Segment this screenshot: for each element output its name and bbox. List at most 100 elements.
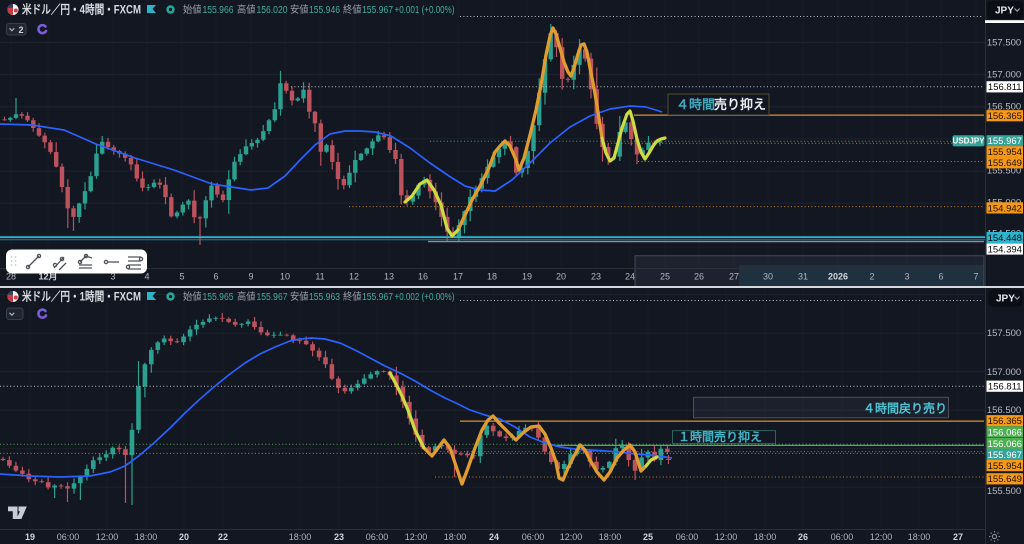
svg-text:155.954: 155.954 <box>988 461 1022 472</box>
svg-text:3: 3 <box>110 272 115 282</box>
svg-text:18:00: 18:00 <box>289 532 312 542</box>
svg-text:06:00: 06:00 <box>57 532 80 542</box>
svg-text:12:00: 12:00 <box>405 532 428 542</box>
svg-text:11: 11 <box>315 272 324 282</box>
svg-text:終値: 終値 <box>343 290 362 303</box>
svg-text:24: 24 <box>625 272 635 282</box>
svg-text:155.649: 155.649 <box>988 158 1022 169</box>
svg-text:23: 23 <box>591 272 601 282</box>
svg-text:155.967: 155.967 <box>362 292 393 303</box>
svg-text:10: 10 <box>280 272 290 282</box>
svg-text:25: 25 <box>660 272 670 282</box>
svg-text:155.946: 155.946 <box>309 5 340 16</box>
svg-text:18:00: 18:00 <box>754 532 777 542</box>
svg-text:3: 3 <box>904 272 909 282</box>
svg-text:19: 19 <box>522 272 532 282</box>
svg-text:22: 22 <box>218 532 228 542</box>
svg-text:売り抑え: 売り抑え <box>714 97 766 112</box>
svg-text:156.020: 156.020 <box>257 5 288 16</box>
svg-text:6: 6 <box>938 272 943 282</box>
svg-text:155.967: 155.967 <box>362 5 393 16</box>
svg-text:24: 24 <box>489 532 499 542</box>
svg-text:19: 19 <box>25 532 35 542</box>
svg-text:2: 2 <box>19 25 24 35</box>
svg-text:13: 13 <box>384 272 394 282</box>
svg-text:155.965: 155.965 <box>203 292 234 303</box>
svg-text:４時間: ４時間 <box>676 97 715 112</box>
svg-text:JPY: JPY <box>996 294 1015 305</box>
svg-text:156.365: 156.365 <box>988 416 1022 427</box>
svg-text:155.500: 155.500 <box>987 166 1021 177</box>
svg-text:18:00: 18:00 <box>908 532 931 542</box>
svg-text:30: 30 <box>763 272 773 282</box>
svg-text:17: 17 <box>453 272 463 282</box>
svg-text:12:00: 12:00 <box>560 532 583 542</box>
svg-text:154.448: 154.448 <box>988 233 1022 244</box>
svg-text:154.942: 154.942 <box>988 203 1022 214</box>
svg-text:157.500: 157.500 <box>987 37 1021 48</box>
svg-text:156.811: 156.811 <box>988 82 1022 93</box>
svg-text:27: 27 <box>953 532 963 542</box>
svg-text:終値: 終値 <box>343 3 362 16</box>
svg-text:06:00: 06:00 <box>831 532 854 542</box>
svg-text:155.967: 155.967 <box>988 450 1022 461</box>
svg-text:１時間売り抑え: １時間売り抑え <box>678 429 762 444</box>
svg-text:25: 25 <box>643 532 653 542</box>
svg-text:始値: 始値 <box>183 3 202 16</box>
svg-text:高値: 高値 <box>237 290 256 303</box>
svg-text:18:00: 18:00 <box>444 532 467 542</box>
svg-text:156.500: 156.500 <box>987 405 1021 416</box>
svg-text:155.966: 155.966 <box>203 5 234 16</box>
svg-text:米ドル／円・4時間・FXCM: 米ドル／円・4時間・FXCM <box>22 2 141 17</box>
svg-text:06:00: 06:00 <box>522 532 545 542</box>
svg-text:9: 9 <box>248 272 253 282</box>
svg-text:06:00: 06:00 <box>366 532 389 542</box>
svg-text:157.500: 157.500 <box>987 328 1021 339</box>
svg-text:26: 26 <box>798 532 808 542</box>
svg-text:米ドル／円・1時間・FXCM: 米ドル／円・1時間・FXCM <box>22 289 141 304</box>
svg-text:JPY: JPY <box>995 6 1014 17</box>
svg-text:12: 12 <box>349 272 359 282</box>
svg-text:27: 27 <box>729 272 739 282</box>
svg-text:12:00: 12:00 <box>715 532 738 542</box>
svg-text:156.500: 156.500 <box>987 102 1021 113</box>
svg-text:155.649: 155.649 <box>988 474 1022 485</box>
svg-text:06:00: 06:00 <box>676 532 699 542</box>
svg-text:2026: 2026 <box>828 272 848 282</box>
svg-text:156.066: 156.066 <box>988 427 1022 438</box>
svg-text:156.365: 156.365 <box>988 111 1022 122</box>
svg-text:USDJPY: USDJPY <box>952 137 985 146</box>
svg-text:４時間戻り売り: ４時間戻り売り <box>863 401 947 416</box>
svg-text:安値: 安値 <box>290 290 309 303</box>
svg-text:4: 4 <box>144 272 149 282</box>
svg-text:始値: 始値 <box>183 290 202 303</box>
svg-text:7: 7 <box>973 272 978 282</box>
svg-text:20: 20 <box>179 532 189 542</box>
svg-text:安値: 安値 <box>290 3 309 16</box>
svg-text:18:00: 18:00 <box>135 532 158 542</box>
svg-text:157.000: 157.000 <box>987 70 1021 81</box>
svg-text:157.000: 157.000 <box>987 367 1021 378</box>
svg-text:155.954: 155.954 <box>988 147 1022 158</box>
svg-text:155.967: 155.967 <box>988 136 1022 147</box>
svg-text:12:00: 12:00 <box>96 532 119 542</box>
svg-text:28: 28 <box>6 272 16 282</box>
svg-text:+0.002 (+0.00%): +0.002 (+0.00%) <box>395 292 455 303</box>
svg-text:155.500: 155.500 <box>987 486 1021 497</box>
svg-text:156.066: 156.066 <box>988 439 1022 450</box>
svg-text:154.394: 154.394 <box>988 244 1022 255</box>
svg-text:5: 5 <box>179 272 184 282</box>
svg-text:16: 16 <box>418 272 428 282</box>
svg-text:26: 26 <box>694 272 704 282</box>
svg-text:12月: 12月 <box>38 272 57 282</box>
svg-text:155.963: 155.963 <box>309 292 340 303</box>
svg-text:+0.001 (+0.00%): +0.001 (+0.00%) <box>395 5 455 16</box>
svg-text:18:00: 18:00 <box>599 532 622 542</box>
svg-text:18: 18 <box>487 272 497 282</box>
svg-text:23: 23 <box>334 532 344 542</box>
svg-text:20: 20 <box>556 272 566 282</box>
svg-text:高値: 高値 <box>237 3 256 16</box>
svg-text:156.811: 156.811 <box>988 382 1022 393</box>
svg-text:12:00: 12:00 <box>870 532 893 542</box>
svg-text:6: 6 <box>213 272 218 282</box>
